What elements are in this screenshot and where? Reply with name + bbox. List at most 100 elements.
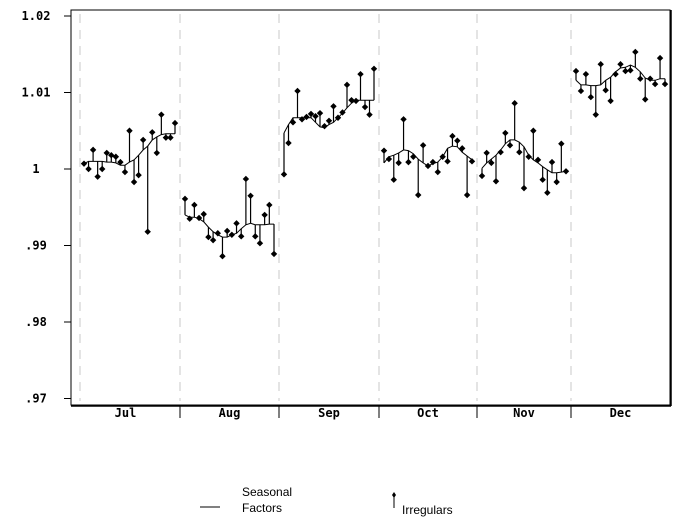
- irregular-point: [186, 215, 193, 222]
- irregular-point: [256, 240, 264, 247]
- x-tick-label: Dec: [610, 406, 632, 420]
- irregular-point: [228, 231, 236, 238]
- irregular-point: [334, 114, 342, 121]
- irregular-point: [89, 146, 97, 154]
- irregular-point: [530, 127, 537, 134]
- irregular-point: [112, 153, 120, 160]
- irregular-point: [534, 156, 542, 164]
- irregular-point: [348, 96, 355, 104]
- irregular-point: [405, 158, 412, 166]
- x-tick-label: Sep: [318, 406, 340, 420]
- irregular-point: [410, 153, 417, 160]
- irregular-point: [117, 158, 124, 166]
- irregular-point: [385, 155, 393, 163]
- month-panel-oct: [380, 116, 476, 199]
- irregular-point: [612, 70, 619, 78]
- irregular-point: [607, 97, 614, 105]
- irregular-point: [167, 134, 174, 141]
- month-panel-sep: [280, 65, 378, 178]
- irregular-point: [280, 171, 288, 178]
- irregular-point: [642, 96, 649, 103]
- irregular-point: [597, 60, 604, 68]
- legend: Seasonal Factors Irregulars: [200, 485, 453, 517]
- irregular-point: [434, 168, 441, 176]
- irregular-point: [577, 87, 585, 95]
- irregular-point: [497, 148, 504, 156]
- irregular-point: [214, 230, 221, 237]
- irregular-point: [582, 70, 590, 78]
- irregular-point: [602, 87, 609, 94]
- irregular-point: [539, 176, 546, 183]
- irregular-point: [209, 236, 217, 244]
- irregular-point: [492, 178, 500, 185]
- irregular-point: [252, 233, 259, 240]
- x-axis: Jul Aug Sep Oct Nov Dec: [115, 405, 632, 420]
- series-layer: [80, 48, 669, 260]
- irregular-point: [468, 158, 476, 165]
- irregular-point: [506, 142, 514, 149]
- irregular-point: [285, 139, 292, 147]
- legend-seasonal-label-2: Factors: [242, 501, 282, 515]
- irregular-point: [247, 192, 254, 199]
- irregular-point: [85, 165, 92, 173]
- irregular-point: [99, 165, 106, 173]
- irregular-point: [153, 149, 160, 157]
- month-panel-aug: [181, 175, 278, 260]
- irregular-point: [520, 184, 528, 192]
- irregular-point: [195, 214, 203, 222]
- y-tick-label: 1.02: [22, 9, 51, 23]
- irregular-point: [171, 119, 179, 127]
- irregular-point: [135, 171, 142, 179]
- x-tick-label: Oct: [417, 406, 439, 420]
- irregular-point: [478, 172, 486, 180]
- irregular-point: [651, 80, 659, 88]
- y-tick-label: 1.01: [22, 86, 51, 100]
- irregular-point: [488, 159, 495, 167]
- irregular-point: [357, 70, 364, 78]
- legend-irregular-label: Irregulars: [402, 503, 453, 517]
- irregular-point: [289, 119, 297, 126]
- month-panel-jul: [80, 111, 179, 235]
- irregular-point: [158, 111, 165, 118]
- y-axis: 1.02 1.01 1 .99 .98 .97: [22, 9, 71, 406]
- irregular-point: [424, 162, 432, 170]
- irregular-point: [587, 93, 595, 101]
- irregular-point: [330, 103, 337, 110]
- irregular-point: [429, 158, 437, 166]
- irregular-point: [449, 132, 456, 140]
- irregular-point: [592, 111, 599, 118]
- irregular-point: [80, 160, 88, 167]
- irregular-point: [261, 211, 268, 219]
- irregular-point: [366, 111, 373, 118]
- irregular-point: [632, 48, 639, 56]
- irregular-point: [303, 113, 310, 121]
- irregular-point: [622, 67, 629, 75]
- irregular-point: [463, 191, 471, 199]
- irregular-point: [390, 176, 397, 183]
- irregular-point: [162, 134, 170, 141]
- irregular-point: [219, 253, 226, 260]
- irregular-point: [181, 195, 189, 203]
- x-tick-label: Aug: [219, 406, 241, 420]
- irregular-point: [130, 178, 138, 186]
- month-panel-nov: [478, 100, 570, 196]
- x-tick-label: Jul: [115, 406, 137, 420]
- irregular-point: [94, 173, 101, 180]
- irregular-point: [312, 113, 319, 120]
- irregular-point: [352, 97, 360, 105]
- irregular-point: [242, 175, 250, 183]
- irregular-point: [656, 54, 664, 62]
- irregular-point: [339, 109, 346, 116]
- irregular-point: [661, 80, 669, 88]
- irregular-point: [266, 201, 273, 209]
- seasonal-factor-line: [575, 64, 665, 87]
- irregular-point: [502, 129, 509, 137]
- irregular-point: [270, 250, 278, 258]
- irregular-point: [233, 220, 240, 227]
- irregular-point: [415, 191, 422, 199]
- irregular-point: [294, 87, 301, 95]
- irregular-point: [646, 75, 654, 82]
- month-panel-dec: [572, 48, 669, 118]
- irregular-point: [103, 149, 110, 157]
